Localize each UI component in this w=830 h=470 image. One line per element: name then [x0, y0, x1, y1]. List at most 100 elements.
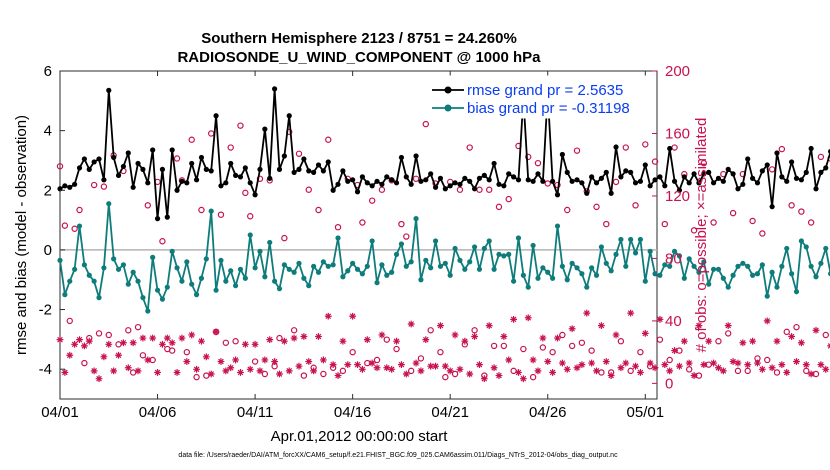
rmse-point [476, 175, 483, 181]
rmse-point [213, 113, 219, 119]
possible-obs-point [139, 352, 147, 359]
assimilated-obs-point [173, 369, 181, 376]
rmse-point [413, 153, 419, 159]
possible-obs-point [476, 186, 483, 193]
bias-point [579, 271, 585, 277]
bias-point [574, 265, 580, 271]
assimilated-obs-point [661, 361, 669, 369]
possible-obs-point [373, 356, 381, 364]
bias-point [145, 308, 151, 314]
x-tick-label: 04/11 [237, 404, 273, 421]
possible-obs-point [725, 330, 732, 337]
bias-point [706, 281, 712, 287]
rmse-point [96, 156, 102, 162]
assimilated-obs-point [139, 334, 147, 342]
assimilated-obs-point [588, 359, 596, 367]
bias-point [364, 263, 370, 269]
assimilated-obs-point [159, 340, 166, 348]
bias-point [589, 265, 595, 271]
rmse-point [481, 172, 487, 178]
possible-obs-point [773, 369, 781, 376]
bias-point [96, 295, 102, 301]
assimilated-obs-point [602, 358, 610, 365]
bias-point [408, 259, 414, 265]
bias-point [535, 275, 541, 281]
bias-point [223, 278, 229, 284]
rmse-point [174, 187, 180, 193]
bias-point [754, 271, 761, 277]
bias-point [710, 266, 717, 272]
rmse-point [140, 166, 146, 172]
rmse-point [574, 177, 580, 183]
x-tick-label: 04/01 [41, 404, 79, 421]
assimilated-obs-point [685, 359, 693, 367]
assimilated-obs-point [324, 312, 332, 320]
assimilated-obs-point [193, 365, 200, 373]
rmse-point [506, 171, 512, 177]
assimilated-obs-point [773, 337, 781, 345]
rmse-point [535, 171, 541, 177]
bias-point [686, 256, 692, 262]
possible-obs-point [568, 342, 576, 350]
possible-obs-point [539, 344, 547, 351]
bias-point [432, 238, 439, 244]
assimilated-obs-point [680, 337, 688, 345]
assimilated-obs-point [383, 364, 391, 372]
rmse-point [808, 145, 814, 152]
possible-obs-point [690, 227, 698, 234]
bias-point [428, 265, 434, 271]
rmse-point [325, 159, 331, 165]
bias-point [189, 281, 195, 287]
bias-point [296, 260, 302, 266]
possible-obs-point [76, 206, 83, 214]
bias-point [174, 265, 180, 271]
assimilated-obs-point [90, 367, 98, 375]
bias-point [272, 278, 278, 284]
assimilated-obs-point [597, 322, 605, 329]
bias-point [793, 289, 800, 295]
rmse-point [491, 160, 497, 167]
assimilated-obs-point [95, 375, 103, 383]
assimilated-obs-point [558, 359, 566, 367]
rmse-point [803, 169, 809, 175]
bias-point [462, 266, 468, 272]
bias-point [613, 251, 619, 257]
rmse-point [359, 174, 366, 180]
rmse-point [369, 183, 375, 189]
possible-obs-point [417, 355, 425, 362]
possible-obs-point [471, 327, 478, 334]
assimilated-obs-point [544, 358, 552, 365]
bias-point [598, 244, 604, 250]
possible-obs-point [729, 209, 737, 217]
bias-point [632, 250, 639, 256]
rmse-point [789, 159, 795, 165]
possible-obs-point [734, 367, 742, 375]
assimilated-obs-point [149, 334, 157, 342]
bias-point [228, 268, 234, 274]
bias-point [330, 262, 336, 268]
bias-point [398, 241, 405, 247]
possible-obs-point [412, 175, 420, 182]
possible-obs-point [251, 358, 259, 365]
assimilated-obs-point [300, 333, 308, 340]
possible-obs-point [407, 367, 415, 375]
possible-obs-point [617, 338, 625, 345]
bias-point [72, 266, 78, 272]
assimilated-obs-point [276, 370, 283, 378]
possible-obs-point [242, 189, 249, 197]
possible-obs-point [437, 348, 444, 356]
possible-obs-point [622, 144, 629, 151]
bias-point [593, 272, 600, 278]
bias-point [198, 275, 205, 281]
assimilated-obs-point [85, 337, 93, 345]
assimilated-obs-point [178, 334, 186, 342]
assimilated-obs-point [422, 336, 430, 344]
y-tick-label: -2 [39, 302, 52, 319]
assimilated-obs-point [280, 337, 288, 345]
y2-tick-label: 120 [665, 188, 690, 205]
bias-point [486, 238, 492, 244]
rmse-point [657, 174, 663, 180]
possible-obs-point [100, 183, 108, 190]
bias-point [413, 216, 419, 222]
rmse-point [315, 162, 322, 168]
